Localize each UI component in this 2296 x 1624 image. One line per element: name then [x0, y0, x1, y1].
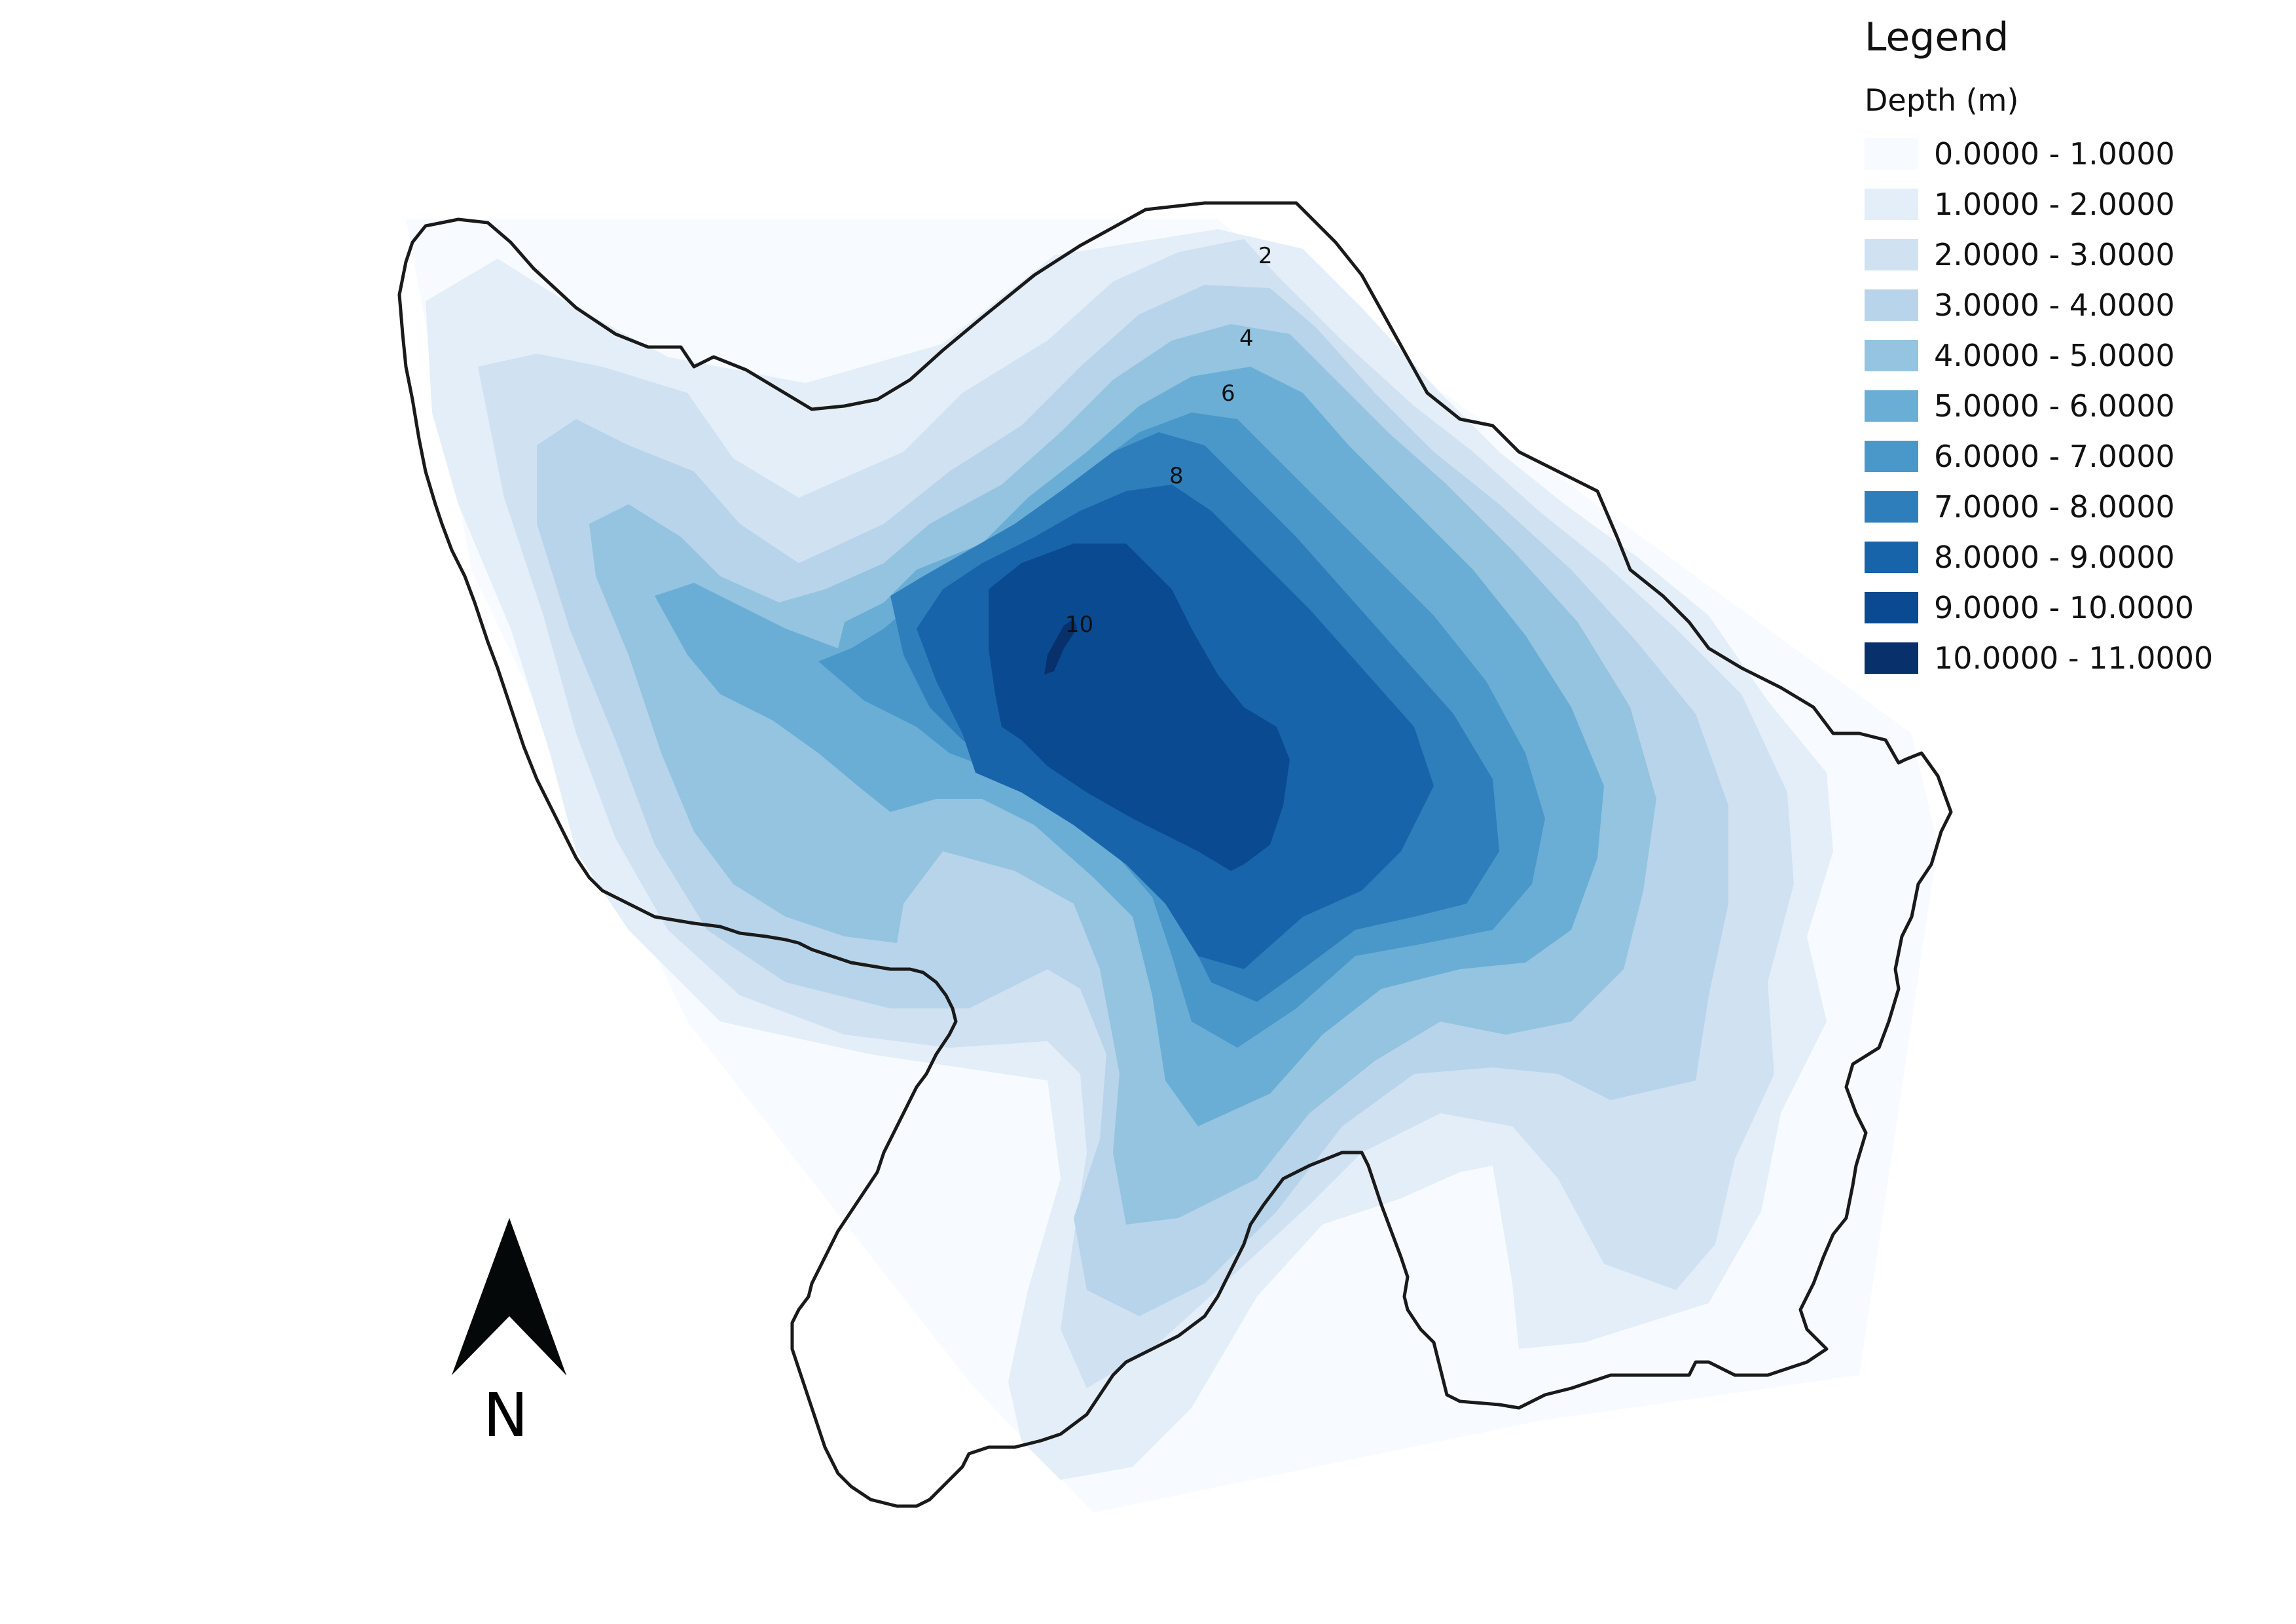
legend-swatch	[1865, 642, 1918, 674]
legend-swatch	[1865, 138, 1918, 170]
legend-swatch	[1865, 238, 1918, 270]
legend-label: 4.0000 - 5.0000	[1934, 337, 2175, 373]
contour-label-2: 2	[1258, 243, 1273, 269]
legend-swatch	[1865, 440, 1918, 472]
depth-zone-10-11	[1044, 619, 1077, 674]
map-legend: Legend Depth (m) 0.0000 - 1.0000 1.0000 -…	[1865, 14, 2284, 683]
contour-label-4: 4	[1239, 325, 1254, 352]
legend-item: 10.0000 - 11.0000	[1865, 633, 2284, 683]
legend-swatch	[1865, 390, 1918, 422]
legend-swatch	[1865, 339, 1918, 371]
north-arrow-label: N	[483, 1380, 528, 1450]
legend-swatch	[1865, 188, 1918, 220]
legend-label: 3.0000 - 4.0000	[1934, 287, 2175, 323]
legend-label: 8.0000 - 9.0000	[1934, 539, 2175, 575]
legend-class-list: 0.0000 - 1.0000 1.0000 - 2.0000 2.0000 - 3…	[1865, 128, 2284, 683]
legend-item: 4.0000 - 5.0000	[1865, 330, 2284, 380]
lake-shoreline	[397, 201, 1953, 1508]
legend-label: 2.0000 - 3.0000	[1934, 236, 2175, 272]
legend-item: 0.0000 - 1.0000	[1865, 128, 2284, 179]
legend-label: 0.0000 - 1.0000	[1934, 136, 2175, 172]
legend-item: 2.0000 - 3.0000	[1865, 229, 2284, 280]
legend-label: 7.0000 - 8.0000	[1934, 489, 2175, 525]
legend-label: 1.0000 - 2.0000	[1934, 186, 2175, 222]
legend-label: 6.0000 - 7.0000	[1934, 438, 2175, 474]
legend-item: 8.0000 - 9.0000	[1865, 532, 2284, 582]
legend-item: 1.0000 - 2.0000	[1865, 179, 2284, 229]
legend-subtitle: Depth (m)	[1865, 83, 2019, 118]
legend-item: 5.0000 - 6.0000	[1865, 380, 2284, 431]
legend-label: 5.0000 - 6.0000	[1934, 388, 2175, 424]
legend-swatch	[1865, 591, 1918, 623]
legend-swatch	[1865, 541, 1918, 573]
legend-item: 7.0000 - 8.0000	[1865, 481, 2284, 532]
contour-label-10: 10	[1065, 612, 1093, 638]
legend-item: 6.0000 - 7.0000	[1865, 431, 2284, 481]
contour-label-6: 6	[1221, 380, 1235, 407]
north-arrow-icon	[452, 1218, 566, 1375]
legend-item: 9.0000 - 10.0000	[1865, 582, 2284, 633]
legend-swatch	[1865, 289, 1918, 321]
contour-label-8: 8	[1169, 463, 1184, 489]
legend-swatch	[1865, 490, 1918, 523]
legend-label: 10.0000 - 11.0000	[1934, 640, 2214, 676]
legend-title: Legend	[1865, 14, 2009, 60]
legend-label: 9.0000 - 10.0000	[1934, 589, 2195, 625]
legend-item: 3.0000 - 4.0000	[1865, 280, 2284, 330]
